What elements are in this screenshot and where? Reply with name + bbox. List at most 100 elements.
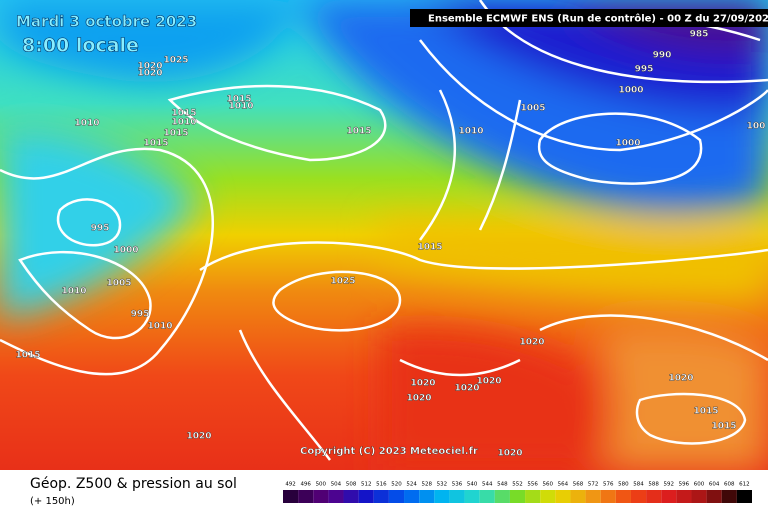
- colorbar-label: 584: [633, 482, 644, 488]
- isobar-label: 1010: [147, 322, 172, 332]
- colorbar-swatch: [419, 490, 435, 503]
- colorbar-swatch: [373, 490, 389, 503]
- isobar-label: 1015: [711, 422, 736, 432]
- colorbar-swatch: [328, 490, 344, 503]
- colorbar-label: 512: [361, 482, 372, 488]
- colorbar-label: 568: [573, 482, 584, 488]
- colorbar-swatch: [313, 490, 329, 503]
- colorbar-swatch: [736, 490, 752, 503]
- isobar-label: 1015: [346, 127, 371, 137]
- isobar-label: 1015: [171, 109, 196, 119]
- colorbar-label: 496: [300, 482, 311, 488]
- colorbar-label: 612: [739, 482, 750, 488]
- colorbar-label: 520: [391, 482, 402, 488]
- colorbar-label: 600: [694, 482, 705, 488]
- colorbar-swatch: [646, 490, 662, 503]
- isobar-label: 1010: [458, 127, 483, 137]
- colorbar-label: 548: [497, 482, 508, 488]
- colorbar-swatch: [404, 490, 420, 503]
- colorbar-label: 592: [664, 482, 675, 488]
- copyright: Copyright (C) 2023 Meteociel.fr: [300, 446, 478, 457]
- isobar-label: 1020: [137, 62, 162, 72]
- colorbar-label: 508: [346, 482, 357, 488]
- colorbar-swatch: [343, 490, 359, 503]
- colorbar-swatch: [615, 490, 631, 503]
- isobar-label: 1020: [186, 432, 211, 442]
- isobar-label: 100: [747, 122, 766, 132]
- colorbar-label: 576: [603, 482, 614, 488]
- isobar-label: 1020: [137, 69, 162, 79]
- isobar-label: 1025: [163, 56, 188, 66]
- colorbar-swatch: [706, 490, 722, 503]
- colorbar-swatch: [525, 490, 541, 503]
- isobar-label: 1015: [143, 139, 168, 149]
- colorbar-label: 580: [618, 482, 629, 488]
- colorbar-label: 516: [376, 482, 387, 488]
- isobar-label: 985: [690, 30, 709, 40]
- colorbar-label: 556: [527, 482, 538, 488]
- colorbar-label: 564: [558, 482, 569, 488]
- colorbar-label: 532: [437, 482, 448, 488]
- colorbar-label: 560: [543, 482, 554, 488]
- colorbar-swatch: [540, 490, 556, 503]
- isobar-label: 1015: [417, 243, 442, 253]
- colorbar-swatch: [676, 490, 692, 503]
- colorbar-label: 588: [648, 482, 659, 488]
- colorbar: 492 496 500 504 508 512 516 520 524 528 532 536 540 5…: [283, 482, 752, 503]
- colorbar-label: 528: [421, 482, 432, 488]
- isobar-label: 995: [131, 310, 150, 320]
- isobar-labels: 1020102010251010101510101015101510151010…: [15, 29, 766, 459]
- colorbar-swatch: [298, 490, 314, 503]
- isobar-label: 1015: [693, 407, 718, 417]
- colorbar-label: 504: [331, 482, 342, 488]
- lead-time: (+ 150h): [30, 496, 75, 507]
- isobar-label: 1005: [106, 279, 131, 289]
- colorbar-swatch: [283, 490, 299, 503]
- isobar-label: 1020: [454, 384, 479, 394]
- colorbar-label: 500: [316, 482, 327, 488]
- field-label: Géop. Z500 & pression au sol: [30, 476, 237, 492]
- colorbar-swatch: [479, 490, 495, 503]
- colorbar-label: 596: [679, 482, 690, 488]
- isobar-label: 1015: [226, 95, 251, 105]
- isobar-label: 1015: [163, 129, 188, 139]
- colorbar-label: 492: [285, 482, 296, 488]
- model: Ensemble ECMWF ENS (Run de contrôle) - 0…: [428, 13, 768, 25]
- isobar-label: 1020: [476, 377, 501, 387]
- colorbar-swatch: [585, 490, 601, 503]
- isobar-label: 1010: [61, 287, 86, 297]
- colorbar-label: 540: [467, 482, 478, 488]
- colorbar-label: 608: [724, 482, 735, 488]
- colorbar-label: 536: [452, 482, 463, 488]
- isobar-label: 1000: [113, 246, 138, 256]
- colorbar-swatch: [388, 490, 405, 503]
- colorbar-label: 544: [482, 482, 493, 488]
- isobar-label: 1020: [406, 394, 431, 404]
- colorbar-swatch: [555, 490, 571, 503]
- time: 8:00 locale: [22, 35, 139, 57]
- colorbar-swatch: [509, 490, 526, 503]
- colorbar-swatch: [721, 490, 737, 503]
- colorbar-swatch: [570, 490, 586, 503]
- colorbar-swatch: [464, 490, 480, 503]
- isobar-label: 1020: [410, 379, 435, 389]
- isobar-label: 1025: [330, 277, 355, 287]
- colorbar-swatch: [691, 490, 707, 503]
- isobar-label: 1010: [74, 119, 99, 129]
- isobar-label: 1010: [228, 102, 253, 112]
- colorbar-label: 524: [406, 482, 417, 488]
- colorbar-label: 604: [709, 482, 720, 488]
- colorbar-swatch: [630, 490, 647, 503]
- isobar-label: 1020: [497, 449, 522, 459]
- isobar-label: 995: [635, 65, 654, 75]
- isobar-label: 990: [653, 51, 672, 61]
- isobar-label: 1000: [615, 139, 640, 149]
- isobar-label: 1000: [618, 86, 643, 96]
- model-box: [410, 9, 768, 27]
- colorbar-label: 552: [512, 482, 523, 488]
- isobar-label: 995: [91, 224, 110, 234]
- colorbar-swatch: [358, 490, 374, 503]
- colorbar-swatch: [600, 490, 616, 503]
- date: Mardi 3 octobre 2023: [16, 13, 197, 31]
